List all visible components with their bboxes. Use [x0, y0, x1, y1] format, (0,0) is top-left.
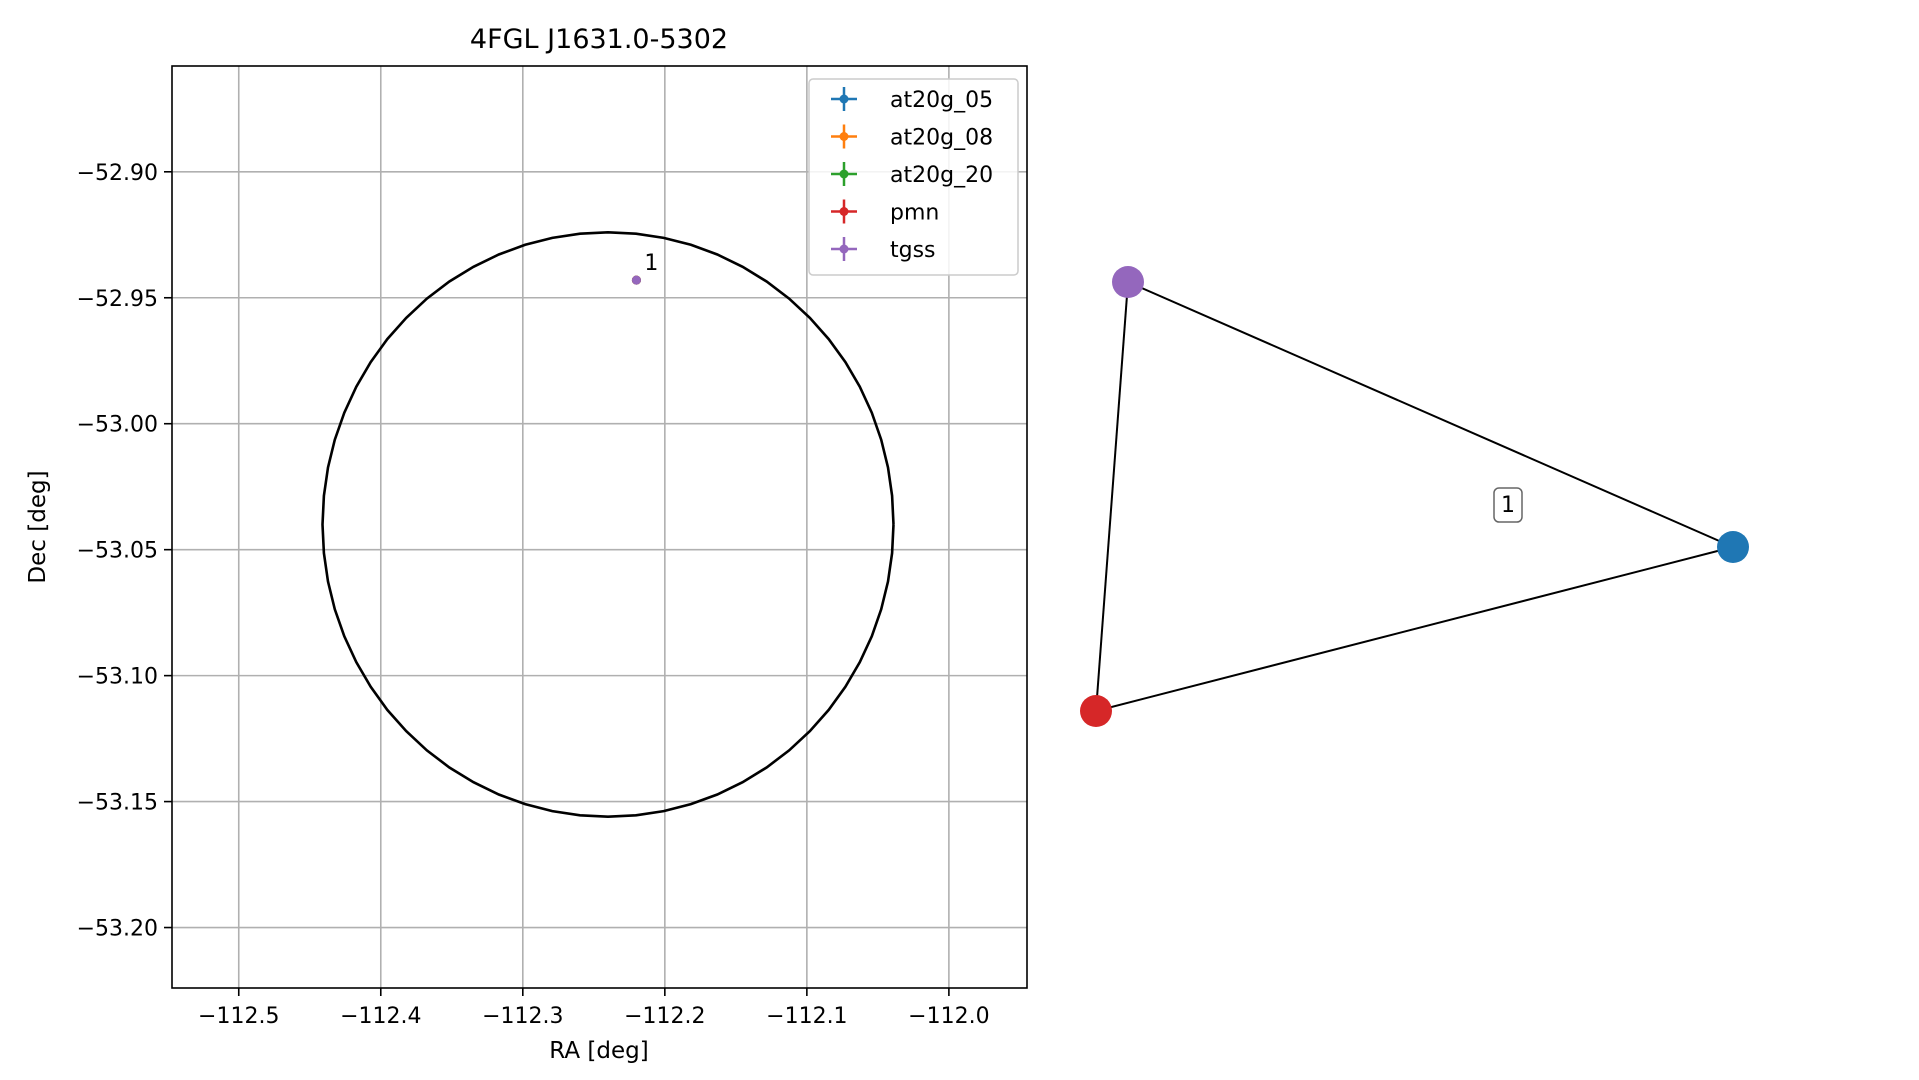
y-tick-label: −52.95 — [77, 287, 158, 312]
legend-marker-dot — [839, 207, 849, 216]
legend-entry-at20g_20: at20g_20 — [831, 162, 993, 188]
ellipse-layer — [321, 230, 895, 819]
legend-marker-dot — [839, 244, 849, 254]
legend-label: at20g_20 — [890, 163, 993, 188]
point-annotation: 1 — [644, 251, 658, 276]
legend-marker-dot — [839, 132, 849, 141]
sky-plot: 4FGL J1631.0-5302 1 −112.5 −112.4 −112.3 −1… — [25, 24, 1028, 1064]
legend-entry-at20g_05: at20g_05 — [831, 87, 993, 113]
x-tick-label: −112.0 — [908, 1004, 989, 1029]
legend-label: pmn — [890, 201, 939, 226]
plot-title: 4FGL J1631.0-5302 — [470, 24, 728, 55]
node-at20g — [1717, 531, 1749, 563]
y-tick-label: −53.10 — [77, 665, 158, 690]
legend-marker-dot — [839, 94, 849, 104]
legend-entry-tgss: tgss — [831, 237, 936, 263]
y-axis-label: Dec [deg] — [25, 470, 51, 583]
legend-box — [808, 78, 1019, 276]
y-tick-labels: −52.90 −52.95 −53.00 −53.05 −53.10 −53.15 −53.… — [77, 161, 172, 942]
x-tick-label: −112.4 — [340, 1004, 421, 1029]
x-tick-label: −112.1 — [766, 1004, 847, 1029]
plot-frame — [171, 65, 1028, 989]
edge-label: 1 — [1493, 487, 1523, 523]
legend-entry-pmn: pmn — [831, 199, 939, 226]
y-tick-label: −53.15 — [77, 791, 158, 816]
x-axis-label: RA [deg] — [549, 1038, 648, 1064]
y-tick-label: −53.00 — [77, 413, 158, 438]
legend-label: at20g_08 — [890, 126, 993, 151]
edge-label-box — [1493, 487, 1523, 523]
y-tick-label: −53.20 — [77, 917, 158, 942]
x-tick-label: −112.5 — [198, 1004, 279, 1029]
error-ellipse — [321, 230, 895, 819]
legend-entry-at20g_08: at20g_08 — [831, 124, 993, 151]
edge-at20g-pmn — [1095, 546, 1734, 712]
x-tick-label: −112.3 — [482, 1004, 563, 1029]
y-tick-label: −52.90 — [77, 161, 158, 186]
x-tick-labels: −112.5 −112.4 −112.3 −112.2 −112.1 −112.0 — [198, 988, 990, 1029]
legend-label: at20g_05 — [890, 88, 993, 113]
legend-marker-dot — [839, 169, 849, 179]
edge-pmn-tgss — [1095, 281, 1129, 712]
point-tgss — [631, 275, 641, 285]
node-tgss — [1112, 266, 1144, 298]
node-pmn — [1080, 695, 1112, 727]
y-tick-label: −53.05 — [77, 539, 158, 564]
points-layer: 1 — [631, 251, 658, 285]
x-tick-label: −112.2 — [624, 1004, 705, 1029]
network-graph: 1 — [1080, 266, 1749, 727]
edge-tgss-at20g — [1127, 281, 1734, 548]
legend-label: tgss — [890, 238, 936, 263]
edge-label-text: 1 — [1501, 493, 1515, 518]
